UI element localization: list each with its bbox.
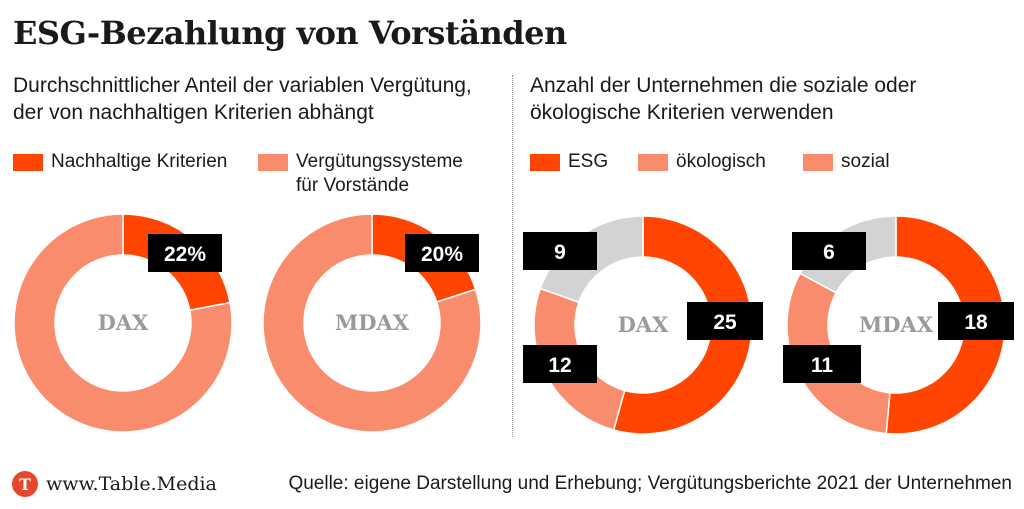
data-label: 18 [964,311,988,334]
data-label-box [783,345,861,383]
legend-label: Nachhaltige Kriterien [51,151,228,172]
legend-label: sozial [841,151,890,172]
legend-item-oekologisch: ökologisch [638,150,766,174]
logo-icon: T [12,471,38,497]
donut-chart-4: MDAX 18 11 6 [783,215,1014,435]
data-label-box [523,345,597,383]
donut-chart-2: MDAX 20% [262,213,482,433]
legend-item-verguetungssysteme: Vergütungssysteme für Vorstände [258,150,488,198]
data-label: 6 [823,241,835,264]
data-label-box [792,232,866,270]
data-label-box [148,234,222,272]
left-subtitle: Durchschnittlicher Anteil der variablen … [13,74,472,124]
table-media-logo[interactable]: T www.Table.Media [12,471,217,497]
right-subtitle: Anzahl der Unternehmen die soziale oder … [530,74,917,124]
data-label-box [938,302,1014,340]
donut-slice [13,213,233,433]
source-note: Quelle: eigene Darstellung und Erhebung;… [288,473,1012,494]
donut-slice [885,215,1006,435]
data-label: 22% [164,243,206,266]
donut-chart-3: DAX 25 12 9 [523,215,763,435]
data-label: 9 [554,241,566,264]
legend-item-nachhaltige-kriterien: Nachhaltige Kriterien [13,150,227,174]
legend-swatch [803,154,833,171]
donut-center-label: MDAX [859,312,934,337]
donut-center-label: DAX [618,312,670,337]
donut-slice [262,213,482,433]
donut-center-label: DAX [98,310,150,335]
data-label-box [523,232,597,270]
legend-item-sozial: sozial [803,150,890,174]
legend-label: ökologisch [676,151,766,172]
legend-label: ESG [568,151,609,172]
data-label-box [687,302,763,340]
legend-item-esg: ESG [530,150,608,174]
data-label: 12 [548,354,571,377]
data-label: 25 [713,311,737,334]
data-label-box [405,234,479,272]
panel-divider [512,75,513,437]
donut-center-label: MDAX [335,310,410,335]
donut-slice [612,215,753,435]
legend-label: Vergütungssysteme für Vorstände [296,151,463,196]
legend-swatch [258,154,288,171]
legend-swatch [638,154,668,171]
site-name: www.Table.Media [46,473,217,495]
legend-swatch [530,154,560,171]
legend-swatch [13,154,43,171]
chart-title: ESG-Bezahlung von Vorständen [13,14,567,52]
data-label: 20% [421,243,463,266]
data-label: 11 [811,354,834,377]
donut-chart-1: DAX 22% [13,213,233,433]
